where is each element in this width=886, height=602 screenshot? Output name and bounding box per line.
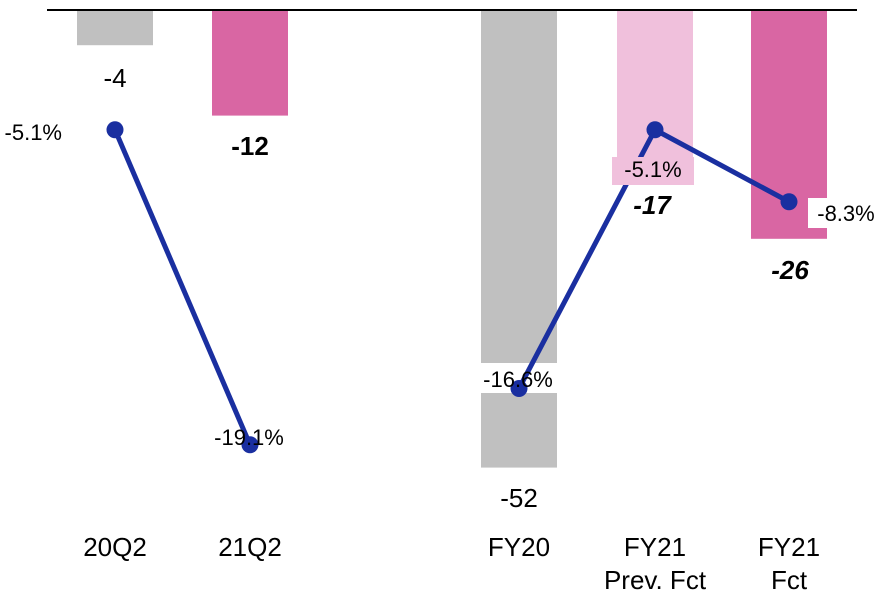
line-series: [112, 128, 253, 446]
line-point: [646, 121, 664, 139]
label-mask: [808, 198, 886, 228]
category-label: FY21: [624, 532, 686, 562]
bar-value-label: -26: [771, 255, 809, 285]
category-label: FY20: [488, 532, 550, 562]
bar-value-label: -52: [500, 483, 538, 513]
category-label: Prev. Fct: [604, 565, 707, 595]
line-point-label: -8.3%: [817, 201, 874, 226]
bar: [77, 10, 153, 46]
line-point-label: -19.1%: [214, 425, 284, 450]
line-point: [241, 436, 259, 454]
category-label: 21Q2: [218, 532, 282, 562]
label-mask: [612, 157, 694, 185]
line-point: [510, 380, 528, 397]
category-label: 20Q2: [83, 532, 147, 562]
line-point-label: -5.1%: [5, 120, 62, 145]
line-point: [106, 121, 124, 139]
line-point: [780, 193, 798, 211]
category-label: FY21: [758, 532, 820, 562]
bar-value-label: -17: [633, 190, 672, 220]
category-label: Fct: [771, 565, 808, 595]
line-point-label: -16.6%: [483, 367, 553, 392]
bar-value-label: -4: [103, 63, 126, 93]
line-point-label: -5.1%: [624, 157, 681, 182]
bar-value-label: -12: [231, 131, 269, 161]
bar: [212, 10, 288, 116]
bar: [481, 10, 557, 468]
